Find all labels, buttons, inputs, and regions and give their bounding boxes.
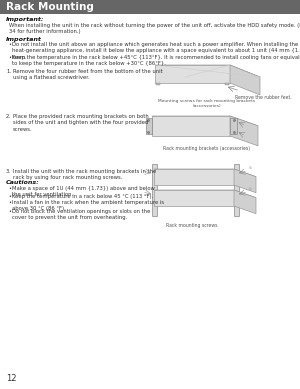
Bar xyxy=(156,83,160,85)
Bar xyxy=(234,164,239,216)
Text: 12: 12 xyxy=(6,374,16,383)
Text: Install the unit with the rack mounting brackets in the
rack by using four rack : Install the unit with the rack mounting … xyxy=(13,169,156,180)
Polygon shape xyxy=(230,116,258,146)
Text: Do not block the ventilation openings or slots on the
cover to prevent the unit : Do not block the ventilation openings or… xyxy=(12,209,150,220)
Text: Keep the temperature in the rack below +45°C {113°F}. It is recommended to insta: Keep the temperature in the rack below +… xyxy=(12,55,300,67)
FancyBboxPatch shape xyxy=(0,0,300,14)
Polygon shape xyxy=(155,65,230,83)
Text: Sc: Sc xyxy=(249,187,253,191)
Text: •: • xyxy=(8,200,11,205)
Text: Cautions:: Cautions: xyxy=(6,180,40,185)
Polygon shape xyxy=(154,169,256,177)
Polygon shape xyxy=(152,116,258,126)
Text: •: • xyxy=(8,209,11,214)
Text: Do not install the unit above an appliance which generates heat such a power amp: Do not install the unit above an applian… xyxy=(12,42,300,60)
Text: Make a space of 1U (44 mm {1.73}) above and below
the unit for ventilation.: Make a space of 1U (44 mm {1.73}) above … xyxy=(12,186,155,197)
Text: When installing the unit in the rack without turning the power of the unit off, : When installing the unit in the rack wit… xyxy=(9,23,300,34)
Text: •: • xyxy=(8,186,11,191)
Text: •: • xyxy=(8,42,11,47)
Text: Place the provided rack mounting brackets on both
sides of the unit and tighten : Place the provided rack mounting bracket… xyxy=(13,114,149,132)
Text: Remove the rubber feet.: Remove the rubber feet. xyxy=(235,95,292,100)
Bar xyxy=(225,83,229,85)
Text: 3.: 3. xyxy=(6,169,11,174)
Polygon shape xyxy=(154,190,234,206)
Polygon shape xyxy=(146,118,152,134)
Text: •: • xyxy=(8,193,11,198)
Polygon shape xyxy=(154,190,256,198)
Text: Keep the temperature in a rack below 45 °C (113 °F).: Keep the temperature in a rack below 45 … xyxy=(12,193,153,198)
Polygon shape xyxy=(155,65,260,77)
Text: 2.: 2. xyxy=(6,114,11,119)
Polygon shape xyxy=(154,169,234,185)
Polygon shape xyxy=(234,169,256,193)
Polygon shape xyxy=(230,118,237,134)
Text: •: • xyxy=(8,55,11,60)
Text: Mounting screws for rack mounting brackets
(accessories): Mounting screws for rack mounting bracke… xyxy=(158,99,256,108)
Text: Important: Important xyxy=(6,37,42,42)
Bar xyxy=(152,164,157,216)
Text: 1.: 1. xyxy=(6,69,11,74)
Text: Rack Mounting: Rack Mounting xyxy=(6,2,94,12)
Text: Sc: Sc xyxy=(249,166,253,170)
Text: Install a fan in the rack when the ambient temperature is
above 30 °C (86 °F).: Install a fan in the rack when the ambie… xyxy=(12,200,164,211)
Text: Rack mounting screws: Rack mounting screws xyxy=(166,223,218,228)
Polygon shape xyxy=(230,65,260,95)
Text: Remove the four rubber feet from the bottom of the unit
using a flathead screwdr: Remove the four rubber feet from the bot… xyxy=(13,69,163,81)
Polygon shape xyxy=(234,190,256,214)
Polygon shape xyxy=(152,116,230,136)
Text: Important:: Important: xyxy=(6,17,44,22)
Text: Rack mounting brackets (accessories): Rack mounting brackets (accessories) xyxy=(164,146,250,151)
